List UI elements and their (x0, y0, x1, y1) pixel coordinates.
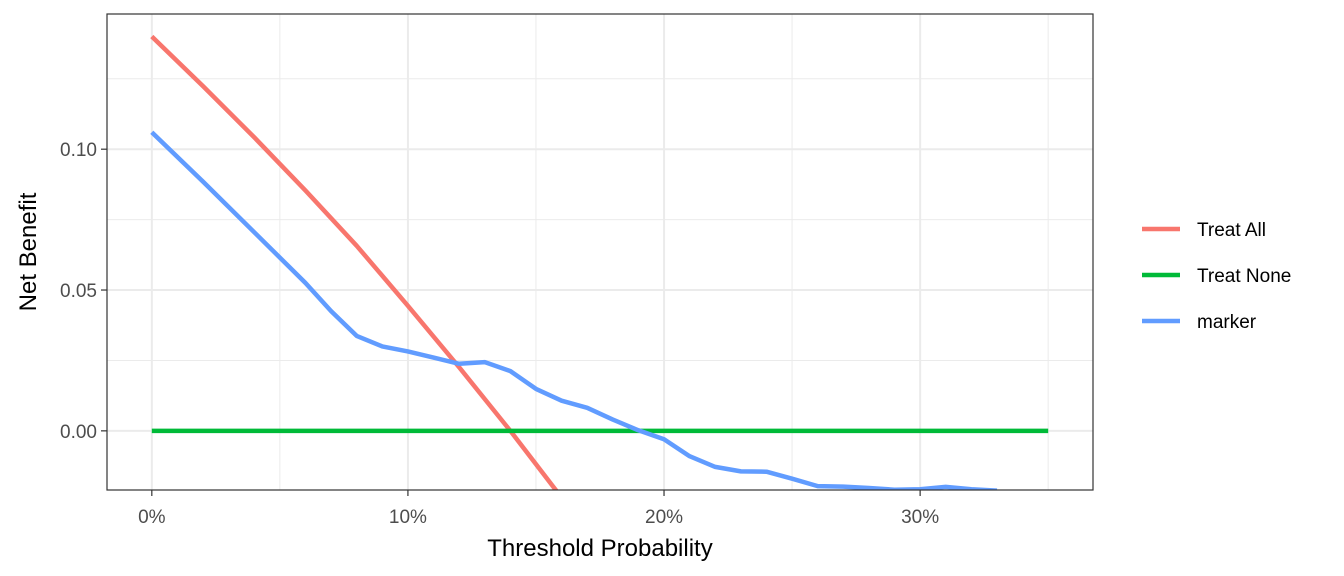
y-tick-label: 0.00 (60, 422, 97, 443)
legend: Treat All Treat None marker (1142, 220, 1291, 333)
x-tick-label: 10% (389, 507, 427, 528)
series-line-treat-all (150, 34, 559, 490)
x-axis-ticks: 0% 10% 20% 30% (138, 490, 939, 528)
series-line-marker (150, 130, 998, 490)
series-layer (150, 34, 1049, 490)
y-tick-label: 0.10 (60, 140, 97, 161)
legend-label-marker: marker (1197, 312, 1257, 333)
y-tick-label: 0.05 (60, 281, 97, 302)
x-axis-title: Threshold Probability (487, 535, 712, 562)
legend-label-treat-all: Treat All (1197, 220, 1266, 241)
plot-panel-border (106, 13, 1094, 491)
legend-label-treat-none: Treat None (1197, 266, 1291, 287)
x-tick-label: 0% (138, 507, 166, 528)
y-axis-title: Net Benefit (15, 192, 42, 311)
y-axis-ticks: 0.00 0.05 0.10 (60, 140, 107, 443)
x-tick-label: 20% (645, 507, 683, 528)
x-tick-label: 30% (901, 507, 939, 528)
minor-gridlines (107, 14, 1093, 490)
